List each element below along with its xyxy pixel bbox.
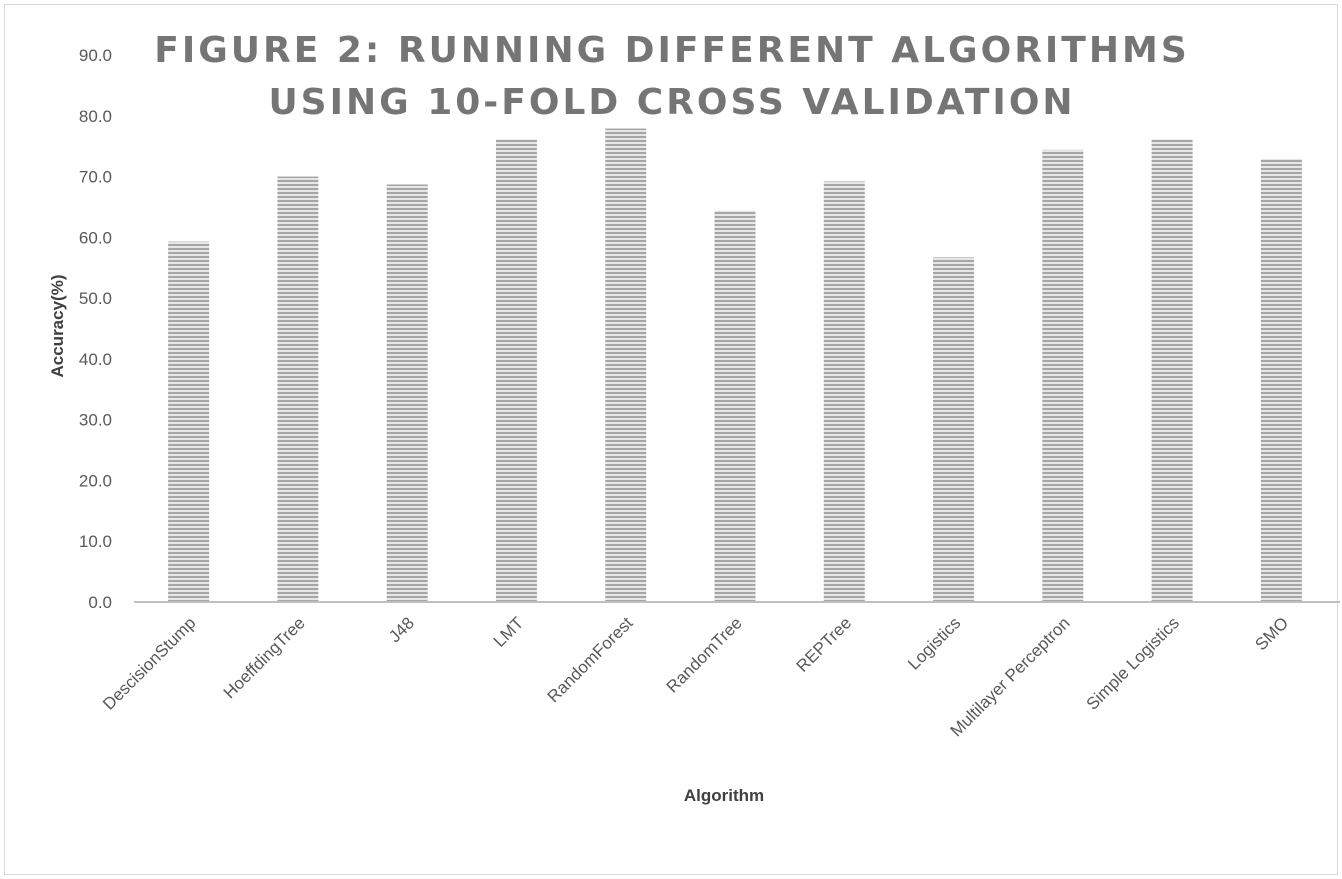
y-tick-label: 0.0 xyxy=(88,593,112,612)
chart-title-line-2: USING 10-FOLD CROSS VALIDATION xyxy=(268,82,1075,123)
x-tick-label: Multilayer Perceptron xyxy=(947,613,1074,740)
x-tick-label: Simple Logistics xyxy=(1083,613,1183,713)
bar xyxy=(1042,149,1084,602)
bar xyxy=(277,176,319,603)
x-axis-ticks: DescisionStump HoeffdingTree J48 LMT RandomF… xyxy=(99,613,1292,740)
x-tick-label: LMT xyxy=(490,613,527,650)
y-tick-label: 80.0 xyxy=(79,107,112,126)
chart-frame xyxy=(4,4,1338,875)
x-tick-label: HoeffdingTree xyxy=(220,613,309,702)
y-tick-label: 20.0 xyxy=(79,471,112,490)
bar xyxy=(168,241,210,603)
y-tick-label: 50.0 xyxy=(79,289,112,308)
x-tick-label: SMO xyxy=(1251,613,1292,654)
y-tick-label: 60.0 xyxy=(79,228,112,247)
y-tick-label: 70.0 xyxy=(79,168,112,187)
x-tick-label: Logistics xyxy=(904,613,964,673)
bar xyxy=(1260,158,1302,602)
y-tick-label: 40.0 xyxy=(79,350,112,369)
bar xyxy=(1151,139,1193,602)
y-axis-ticks: 0.0 10.0 20.0 30.0 40.0 50.0 60.0 70.0 80.0 90.0 xyxy=(79,46,112,612)
bar xyxy=(714,210,756,602)
bar xyxy=(495,139,537,602)
chart-title-line-1: FIGURE 2: RUNNING DIFFERENT ALGORITHMS xyxy=(154,30,1190,71)
bar xyxy=(605,128,647,602)
bar xyxy=(386,184,428,602)
bars xyxy=(168,128,1302,603)
x-tick-label: J48 xyxy=(385,613,418,646)
x-tick-label: RandomTree xyxy=(663,613,746,696)
bar xyxy=(823,181,865,602)
y-tick-label: 90.0 xyxy=(79,46,112,65)
bar xyxy=(933,257,975,602)
x-tick-label: REPTree xyxy=(793,613,855,675)
x-axis-title: Algorithm xyxy=(684,786,764,805)
x-tick-label: DescisionStump xyxy=(99,613,199,713)
y-tick-label: 10.0 xyxy=(79,532,112,551)
x-tick-label: RandomForest xyxy=(544,613,637,706)
y-tick-label: 30.0 xyxy=(79,411,112,430)
y-axis-title: Accuracy(%) xyxy=(48,275,67,378)
